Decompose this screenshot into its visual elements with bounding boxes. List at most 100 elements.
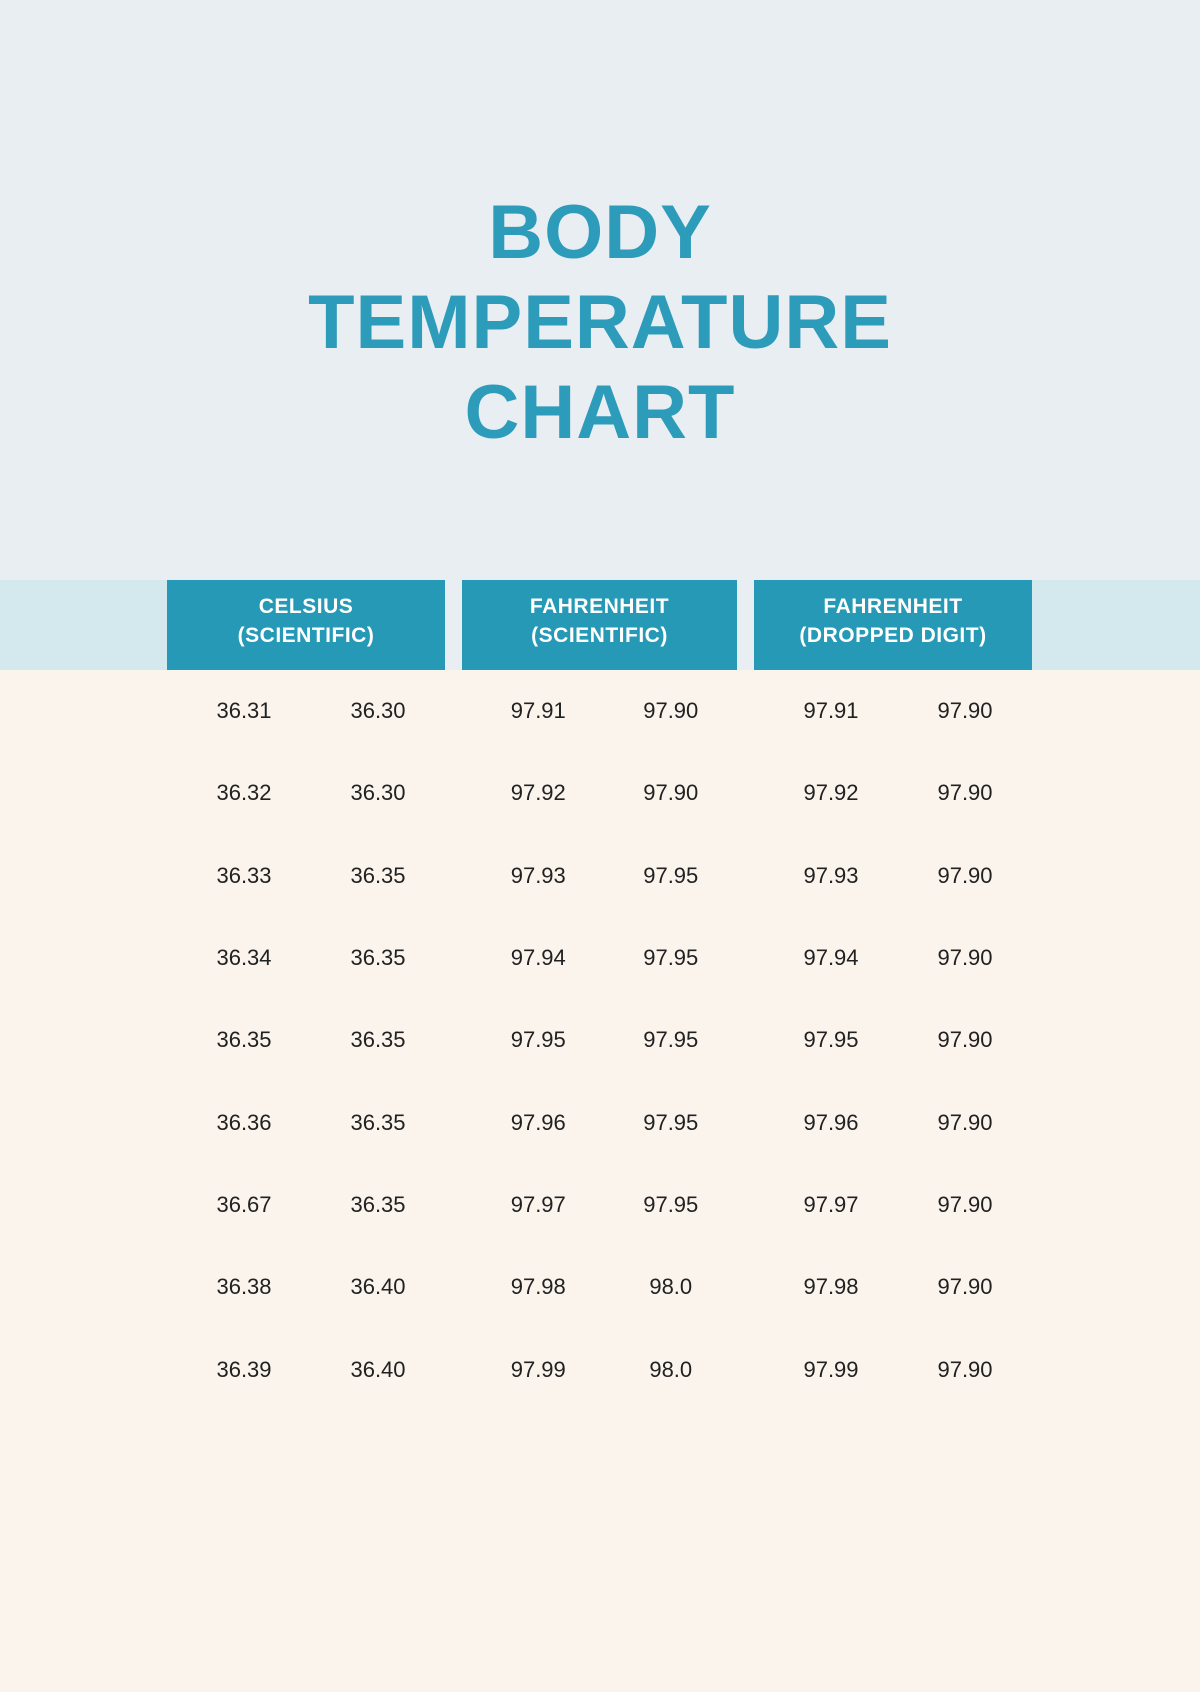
row-group: 97.92 97.90 [462,780,737,806]
row-group: 97.99 97.90 [754,1357,1032,1383]
column-header-line1: FAHRENHEIT [529,594,670,618]
table-row: 36.38 36.40 97.98 98.0 97.98 97.90 [0,1246,1200,1328]
row-group: 97.94 97.95 [462,945,737,971]
table-cell: 97.95 [643,1027,699,1053]
table-cell: 97.93 [510,862,566,888]
band-right-segment [1032,580,1200,670]
table-body: 36.31 36.30 97.91 97.90 97.91 97.90 36.32 36.30… [0,670,1200,1411]
table-cell: 36.35 [216,1027,272,1053]
column-header-line2: (SCIENTIFIC) [237,623,375,647]
table-cell: 97.92 [510,780,566,806]
table-cell: 36.39 [216,1356,272,1382]
table-cell: 97.95 [643,1191,699,1217]
table-cell: 97.98 [510,1274,566,1300]
row-group: 36.34 36.35 [167,945,445,971]
row-group: 36.38 36.40 [167,1274,445,1300]
hero-section: BODY TEMPERATURE CHART [0,0,1200,580]
table-cell: 36.33 [216,862,272,888]
table-cell: 97.96 [803,1109,859,1135]
column-header-fahrenheit-scientific: FAHRENHEIT (SCIENTIFIC) [462,580,737,670]
table-cell: 36.30 [350,780,406,806]
table-cell: 97.98 [803,1274,859,1300]
table-cell: 97.94 [803,945,859,971]
row-group: 97.96 97.95 [462,1110,737,1136]
table-row: 36.33 36.35 97.93 97.95 97.93 97.90 [0,835,1200,917]
table-row: 36.34 36.35 97.94 97.95 97.94 97.90 [0,917,1200,999]
column-header-line2: (SCIENTIFIC) [531,623,668,647]
row-group: 97.92 97.90 [754,780,1032,806]
table-cell: 97.93 [803,862,859,888]
table-cell: 97.90 [937,945,993,971]
table-cell: 97.90 [937,1274,993,1300]
table-cell: 97.90 [937,862,993,888]
table-cell: 97.97 [803,1191,859,1217]
table-cell: 36.35 [350,1191,406,1217]
table-cell: 36.30 [350,698,406,724]
table-cell: 97.92 [803,780,859,806]
table-cell: 36.35 [350,1027,406,1053]
table-cell: 36.67 [216,1191,272,1217]
table-cell: 97.90 [937,1109,993,1135]
table-cell: 36.40 [350,1356,406,1382]
table-row: 36.31 36.30 97.91 97.90 97.91 97.90 [0,670,1200,752]
table-cell: 97.90 [643,698,699,724]
row-group: 97.91 97.90 [754,698,1032,724]
table-cell: 97.90 [937,698,993,724]
table-cell: 36.34 [216,945,272,971]
header-gap [445,580,462,670]
table-cell: 97.91 [510,698,566,724]
row-group: 97.98 98.0 [462,1274,737,1300]
row-group: 97.95 97.90 [754,1027,1032,1053]
table-cell: 36.35 [350,1109,406,1135]
table-cell: 97.97 [510,1191,566,1217]
table-cell: 97.95 [643,1109,699,1135]
column-header-fahrenheit-dropped-digit: FAHRENHEIT (DROPPED DIGIT) [754,580,1032,670]
row-group: 36.33 36.35 [167,863,445,889]
row-group: 97.98 97.90 [754,1274,1032,1300]
table-cell: 97.94 [510,945,566,971]
table-cell: 97.90 [937,780,993,806]
table-header-band: CELSIUS (SCIENTIFIC) FAHRENHEIT (SCIENTI… [0,580,1200,670]
page-title: BODY TEMPERATURE CHART [308,190,892,455]
row-group: 97.93 97.95 [462,863,737,889]
table-row: 36.36 36.35 97.96 97.95 97.96 97.90 [0,1081,1200,1163]
table-cell: 97.90 [937,1191,993,1217]
row-group: 36.39 36.40 [167,1357,445,1383]
row-group: 36.35 36.35 [167,1027,445,1053]
row-group: 97.91 97.90 [462,698,737,724]
row-group: 36.67 36.35 [167,1192,445,1218]
table-cell: 97.91 [803,698,859,724]
table-row: 36.39 36.40 97.99 98.0 97.99 97.90 [0,1328,1200,1410]
table-cell: 97.90 [937,1027,993,1053]
column-header-celsius-scientific: CELSIUS (SCIENTIFIC) [167,580,445,670]
table-cell: 97.95 [643,945,699,971]
table-cell: 97.95 [643,862,699,888]
table-cell: 36.31 [216,698,272,724]
column-header-line2: (DROPPED DIGIT) [799,623,987,647]
band-left-segment [0,580,167,670]
row-group: 97.99 98.0 [462,1357,737,1383]
table-cell: 36.40 [350,1274,406,1300]
row-group: 36.31 36.30 [167,698,445,724]
row-group: 97.96 97.90 [754,1110,1032,1136]
table-cell: 36.38 [216,1274,272,1300]
table-row: 36.32 36.30 97.92 97.90 97.92 97.90 [0,752,1200,834]
table-cell: 36.32 [216,780,272,806]
row-group: 97.94 97.90 [754,945,1032,971]
table-cell: 97.90 [937,1356,993,1382]
row-group: 36.32 36.30 [167,780,445,806]
header-gap [737,580,754,670]
table-row: 36.35 36.35 97.95 97.95 97.95 97.90 [0,999,1200,1081]
table-cell: 98.0 [649,1274,693,1300]
table-cell: 98.0 [649,1356,693,1382]
table-cell: 97.96 [510,1109,566,1135]
row-group: 97.97 97.90 [754,1192,1032,1218]
table-cell: 97.99 [510,1356,566,1382]
table-cell: 97.99 [803,1356,859,1382]
table-cell: 97.95 [510,1027,566,1053]
column-header-line1: CELSIUS [258,594,354,618]
table-cell: 36.36 [216,1109,272,1135]
row-group: 36.36 36.35 [167,1110,445,1136]
row-group: 97.97 97.95 [462,1192,737,1218]
